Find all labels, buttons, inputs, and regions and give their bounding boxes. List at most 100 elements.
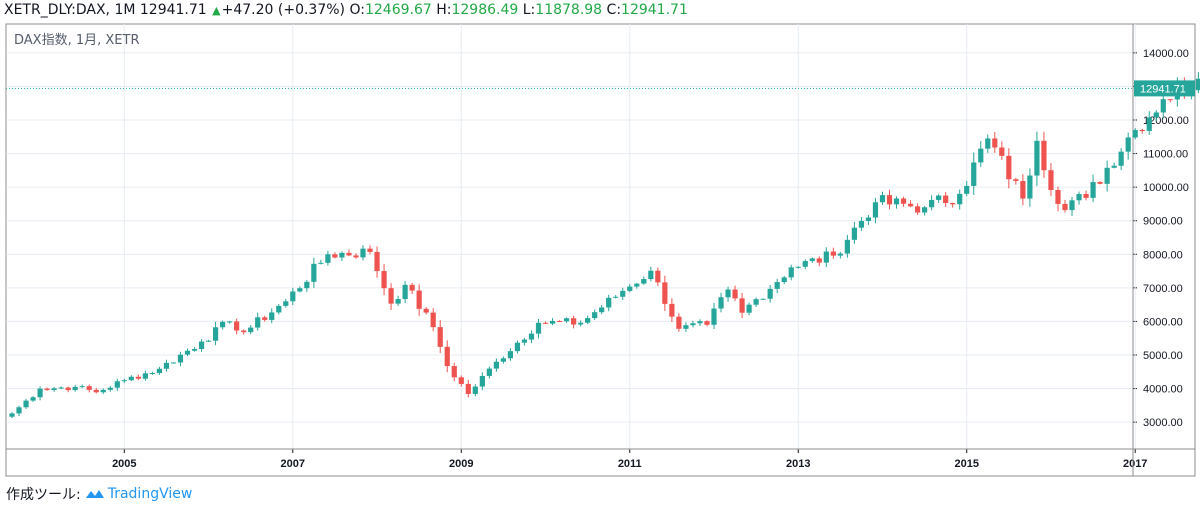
- candle-body: [1076, 194, 1082, 201]
- candle-body: [212, 327, 219, 341]
- candle-body: [697, 321, 703, 324]
- candle: [72, 385, 78, 392]
- candle: [865, 215, 872, 225]
- candle-body: [170, 362, 177, 364]
- candle: [922, 205, 928, 216]
- candle-body: [971, 162, 977, 186]
- candle: [585, 315, 591, 325]
- candle-body: [690, 323, 696, 326]
- candle: [65, 386, 71, 393]
- candle-body: [465, 383, 471, 394]
- candle-body: [760, 298, 766, 300]
- candle-body: [283, 301, 289, 306]
- candle-body: [893, 198, 900, 205]
- close-value: 12941.71: [621, 2, 688, 18]
- candle: [732, 285, 738, 301]
- candle-body: [957, 193, 963, 205]
- candle-body: [493, 361, 499, 369]
- candle: [1146, 111, 1152, 135]
- candle-body: [191, 348, 198, 351]
- footer-label: 作成ツール:: [6, 487, 81, 503]
- candle: [767, 285, 773, 303]
- candle-body: [255, 317, 261, 328]
- candle-body: [865, 217, 872, 221]
- candle: [809, 257, 815, 264]
- candle-body: [571, 318, 577, 325]
- candle: [1062, 200, 1068, 213]
- candle: [234, 318, 240, 335]
- candle: [51, 386, 57, 392]
- candle: [914, 203, 921, 216]
- candle: [44, 387, 50, 391]
- candle-body: [809, 258, 815, 262]
- candle: [802, 259, 808, 270]
- candle: [318, 259, 324, 265]
- high-value: 12986.49: [451, 2, 519, 18]
- candle: [563, 317, 570, 323]
- candle: [220, 320, 226, 330]
- candle: [971, 152, 977, 196]
- candle-body: [220, 321, 226, 328]
- candle: [227, 320, 233, 324]
- candle: [86, 384, 92, 393]
- candle-body: [423, 308, 429, 313]
- candle-body: [241, 330, 247, 333]
- candle: [879, 191, 886, 205]
- candle: [444, 340, 450, 373]
- candle-body: [802, 261, 808, 267]
- candle-body: [325, 254, 331, 263]
- candle-body: [704, 321, 710, 325]
- candle: [1069, 196, 1075, 217]
- candle-body: [627, 286, 633, 291]
- chart-title: DAX指数, 1月, XETR: [14, 33, 139, 48]
- candle: [388, 283, 394, 310]
- candle-body: [227, 321, 233, 323]
- candle: [753, 297, 759, 307]
- candle: [346, 249, 352, 257]
- candle-body: [500, 358, 506, 362]
- candle: [458, 375, 464, 387]
- candle: [58, 386, 64, 390]
- candle: [655, 267, 661, 287]
- candle: [795, 266, 801, 269]
- candle-body: [1167, 99, 1173, 101]
- candle: [276, 304, 282, 315]
- candle-body: [58, 387, 64, 389]
- candle-body: [655, 270, 661, 283]
- candle: [311, 257, 317, 288]
- price-change: +47.20 (+0.37%): [221, 2, 346, 18]
- candle-body: [1055, 189, 1061, 204]
- candle: [634, 282, 640, 289]
- low-label: L:: [522, 2, 536, 18]
- candle: [858, 217, 865, 231]
- candle-body: [37, 388, 43, 398]
- tradingview-link[interactable]: TradingView: [85, 486, 192, 502]
- candle: [1076, 191, 1082, 205]
- candle-body: [634, 283, 640, 287]
- candle: [627, 284, 633, 293]
- candle-body: [458, 377, 464, 384]
- last-price-badge-label: 12941.71: [1140, 83, 1186, 95]
- candle: [1160, 95, 1166, 119]
- candle-body: [1062, 203, 1068, 211]
- candle: [353, 253, 359, 259]
- candle: [514, 340, 521, 354]
- candle: [964, 180, 970, 197]
- candle-body: [107, 387, 113, 390]
- candle-body: [606, 297, 612, 308]
- candle: [1027, 168, 1033, 207]
- candle-body: [964, 185, 970, 194]
- candle: [1111, 162, 1117, 169]
- candle: [402, 281, 408, 304]
- candle-body: [528, 333, 535, 340]
- candle-body: [795, 266, 801, 268]
- candle: [79, 384, 85, 389]
- candle-body: [1153, 112, 1159, 118]
- y-tick-label: 14000.00: [1143, 48, 1189, 60]
- symbol-name[interactable]: XETR_DLY:DAX, 1M: [4, 2, 136, 18]
- candle-body: [1013, 179, 1019, 181]
- candle: [683, 322, 689, 333]
- candle-body: [156, 368, 163, 374]
- candle-body: [1132, 130, 1138, 138]
